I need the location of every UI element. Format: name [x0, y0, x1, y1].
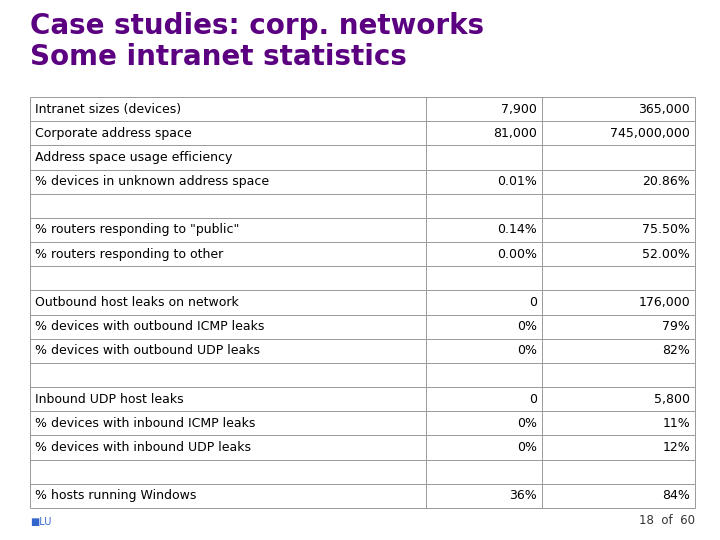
Text: 11%: 11%: [662, 417, 690, 430]
Text: 20.86%: 20.86%: [642, 175, 690, 188]
Bar: [30, 218, 695, 242]
Text: 7,900: 7,900: [501, 103, 537, 116]
Bar: [30, 339, 695, 363]
Text: 79%: 79%: [662, 320, 690, 333]
Text: Inbound UDP host leaks: Inbound UDP host leaks: [35, 393, 184, 406]
Bar: [30, 266, 695, 291]
Text: % routers responding to "public": % routers responding to "public": [35, 224, 239, 237]
Text: ■LU: ■LU: [30, 517, 51, 527]
Text: % devices with inbound UDP leaks: % devices with inbound UDP leaks: [35, 441, 251, 454]
Text: 52.00%: 52.00%: [642, 248, 690, 261]
Text: 0: 0: [529, 296, 537, 309]
Text: % devices with outbound UDP leaks: % devices with outbound UDP leaks: [35, 345, 260, 357]
Text: 75.50%: 75.50%: [642, 224, 690, 237]
Bar: [30, 121, 695, 145]
Text: 36%: 36%: [509, 489, 537, 502]
Text: 81,000: 81,000: [493, 127, 537, 140]
Bar: [30, 97, 695, 121]
Text: 0.00%: 0.00%: [497, 248, 537, 261]
Text: 5,800: 5,800: [654, 393, 690, 406]
Text: % devices with outbound ICMP leaks: % devices with outbound ICMP leaks: [35, 320, 264, 333]
Text: 0%: 0%: [517, 320, 537, 333]
Text: 745,000,000: 745,000,000: [610, 127, 690, 140]
Bar: [30, 315, 695, 339]
Text: 176,000: 176,000: [638, 296, 690, 309]
Text: 0%: 0%: [517, 417, 537, 430]
Text: 0.01%: 0.01%: [498, 175, 537, 188]
Bar: [30, 363, 695, 387]
Text: 0%: 0%: [517, 345, 537, 357]
Text: 0: 0: [529, 393, 537, 406]
Text: 0%: 0%: [517, 441, 537, 454]
Bar: [30, 194, 695, 218]
Text: Intranet sizes (devices): Intranet sizes (devices): [35, 103, 181, 116]
Text: Address space usage efficiency: Address space usage efficiency: [35, 151, 233, 164]
Bar: [30, 460, 695, 484]
Text: 0.14%: 0.14%: [498, 224, 537, 237]
Text: Outbound host leaks on network: Outbound host leaks on network: [35, 296, 239, 309]
Text: 84%: 84%: [662, 489, 690, 502]
Bar: [30, 291, 695, 315]
Bar: [30, 387, 695, 411]
Text: 82%: 82%: [662, 345, 690, 357]
Bar: [30, 145, 695, 170]
Text: 12%: 12%: [662, 441, 690, 454]
Bar: [30, 435, 695, 460]
Text: % devices with inbound ICMP leaks: % devices with inbound ICMP leaks: [35, 417, 256, 430]
Bar: [30, 242, 695, 266]
Text: % routers responding to other: % routers responding to other: [35, 248, 223, 261]
Bar: [30, 170, 695, 194]
Text: Corporate address space: Corporate address space: [35, 127, 192, 140]
Bar: [30, 484, 695, 508]
Text: % hosts running Windows: % hosts running Windows: [35, 489, 197, 502]
Text: 18  of  60: 18 of 60: [639, 514, 695, 527]
Text: % devices in unknown address space: % devices in unknown address space: [35, 175, 269, 188]
Bar: [30, 411, 695, 435]
Text: 365,000: 365,000: [638, 103, 690, 116]
Text: Case studies: corp. networks
Some intranet statistics: Case studies: corp. networks Some intran…: [30, 12, 484, 71]
